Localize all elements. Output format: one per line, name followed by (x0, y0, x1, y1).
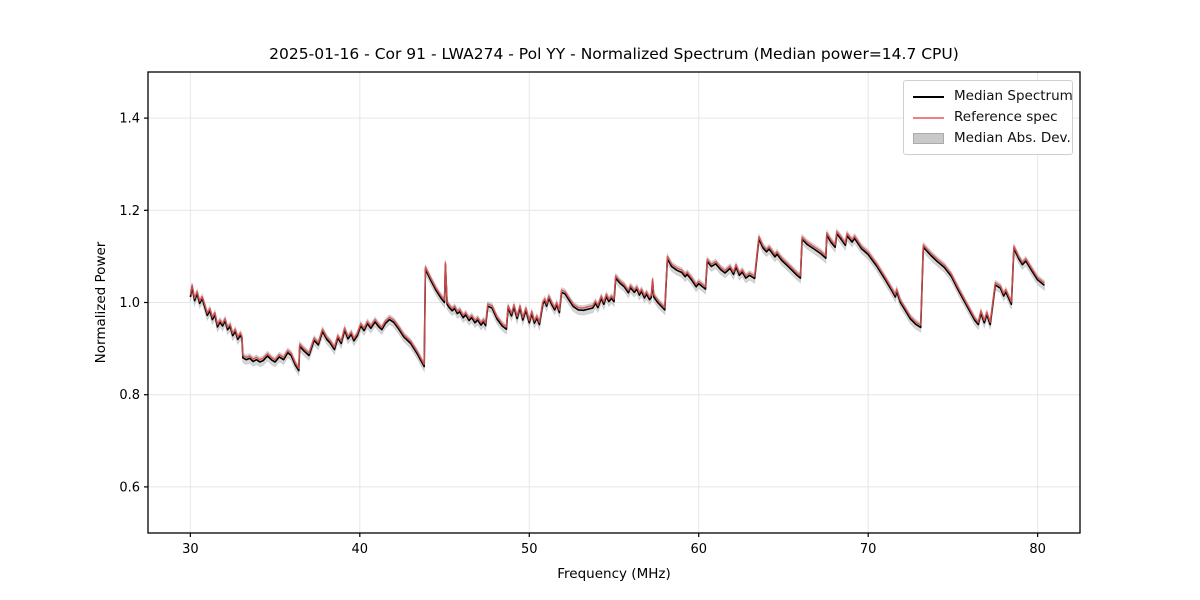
x-tick-label: 70 (860, 542, 877, 557)
legend-label: Median Abs. Dev. (954, 129, 1071, 146)
legend-item-median-spectrum: Median Spectrum (913, 86, 1073, 107)
series-lines (189, 227, 1045, 377)
y-tick-label: 1.0 (119, 296, 140, 311)
legend-item-reference-spec: Reference spec (913, 107, 1064, 128)
x-axis-label: Frequency (MHz) (557, 566, 670, 582)
y-tick-label: 1.2 (119, 204, 140, 219)
y-tick-label: 1.4 (119, 112, 140, 127)
legend-item-median-abs-dev: Median Abs. Dev. (913, 128, 1071, 149)
legend-label: Median Spectrum (954, 87, 1073, 104)
tick-labels: 30 40 50 60 70 80 0.6 0.8 1.0 1.2 1.4 (119, 112, 1046, 557)
y-axis-label: Normalized Power (93, 241, 109, 363)
median-spectrum-line (189, 233, 1045, 372)
median-abs-dev-patch-swatch (913, 133, 944, 144)
y-tick-label: 0.8 (119, 388, 140, 403)
x-tick-label: 30 (182, 542, 199, 557)
x-tick-label: 40 (352, 542, 369, 557)
reference-spec-line-swatch (913, 116, 944, 119)
reference-spec-line (189, 230, 1045, 370)
y-tick-label: 0.6 (119, 480, 140, 495)
x-tick-label: 50 (521, 542, 538, 557)
x-tick-label: 60 (690, 542, 707, 557)
median-spectrum-line-swatch (913, 95, 944, 98)
tick-marks (144, 117, 1039, 537)
x-tick-label: 80 (1029, 542, 1046, 557)
legend: Median Spectrum Reference spec Median Ab… (903, 80, 1073, 155)
legend-label: Reference spec (954, 108, 1058, 125)
mad-band (189, 227, 1045, 377)
chart-title: 2025-01-16 - Cor 91 - LWA274 - Pol YY - … (269, 45, 959, 63)
